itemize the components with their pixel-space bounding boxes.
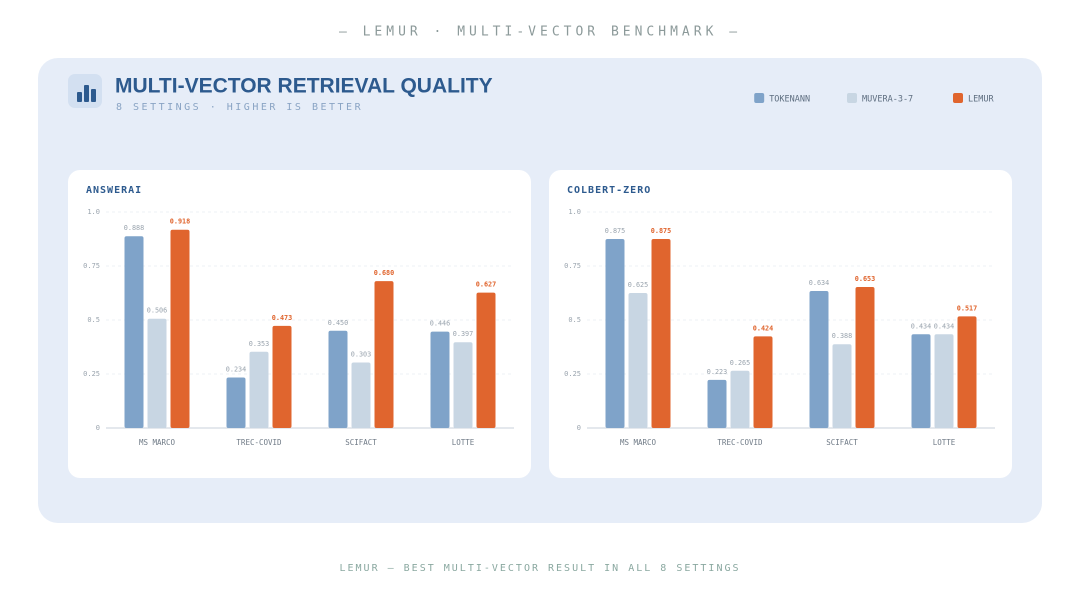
icon-bar — [84, 85, 89, 102]
bar — [605, 239, 625, 428]
bar — [809, 291, 829, 428]
legend-swatch — [847, 93, 857, 103]
value-label: 0.303 — [351, 351, 371, 359]
value-label: 0.875 — [651, 227, 671, 235]
bar — [628, 293, 648, 428]
bar — [124, 236, 144, 428]
bar — [753, 336, 773, 428]
value-label: 0.517 — [957, 304, 977, 312]
x-tick-label: TREC-COVID — [236, 438, 282, 447]
bar — [832, 344, 852, 428]
legend-label: MUVERA-3-7 — [862, 95, 913, 105]
x-tick-label: MS MARCO — [139, 438, 176, 447]
x-tick-label: SCIFACT — [826, 438, 858, 447]
value-label: 0.625 — [628, 281, 648, 289]
bar — [651, 239, 671, 428]
x-tick-label: LOTTE — [933, 438, 956, 447]
y-tick-label: 0.75 — [83, 262, 100, 270]
icon-bar — [77, 92, 82, 102]
icon-bar — [91, 89, 96, 102]
y-tick-label: 0.25 — [564, 370, 581, 378]
bar — [707, 379, 727, 428]
legend-swatch — [754, 93, 765, 103]
value-label: 0.653 — [855, 275, 875, 283]
y-tick-label: 0.5 — [568, 316, 581, 324]
chart-title: ANSWERAI — [86, 185, 142, 196]
bar — [272, 325, 292, 428]
y-tick-label: 1.0 — [87, 208, 100, 216]
legend-label: TOKENANN — [769, 95, 810, 105]
value-label: 0.434 — [934, 322, 954, 330]
panel-subtitle: 8 SETTINGS · HIGHER IS BETTER — [116, 102, 363, 113]
value-label: 0.473 — [272, 314, 292, 322]
x-tick-label: SCIFACT — [345, 438, 377, 447]
value-label: 0.627 — [476, 281, 496, 289]
value-label: 0.353 — [249, 340, 269, 348]
bar — [911, 334, 931, 428]
y-tick-label: 0.25 — [83, 370, 100, 378]
value-label: 0.446 — [430, 320, 450, 328]
bar — [730, 370, 750, 428]
x-tick-label: TREC-COVID — [717, 438, 763, 447]
bar — [170, 229, 190, 428]
value-label: 0.680 — [374, 269, 394, 277]
bar — [934, 334, 954, 428]
legend-label: LEMUR — [968, 95, 994, 105]
value-label: 0.234 — [226, 365, 246, 373]
panel-title: MULTI-VECTOR RETRIEVAL QUALITY — [115, 75, 493, 98]
value-label: 0.424 — [753, 324, 773, 332]
y-tick-label: 0 — [96, 424, 100, 432]
value-label: 0.450 — [328, 319, 348, 327]
value-label: 0.888 — [124, 224, 144, 232]
x-tick-label: MS MARCO — [620, 438, 657, 447]
footer: LEMUR — BEST MULTI-VECTOR RESULT IN ALL … — [339, 563, 740, 574]
bar — [226, 377, 246, 428]
bar — [351, 362, 371, 428]
y-tick-label: 0 — [577, 424, 581, 432]
bar — [855, 286, 875, 428]
chart-title: COLBERT-ZERO — [567, 185, 651, 196]
bar — [430, 331, 450, 428]
value-label: 0.265 — [730, 359, 750, 367]
bar — [453, 342, 473, 428]
value-label: 0.434 — [911, 322, 931, 330]
value-label: 0.397 — [453, 330, 473, 338]
legend-swatch — [953, 93, 963, 103]
bar — [374, 281, 394, 428]
value-label: 0.918 — [170, 218, 190, 226]
bar — [476, 292, 496, 428]
bar — [957, 316, 977, 428]
bar — [249, 351, 269, 428]
y-tick-label: 0.5 — [87, 316, 100, 324]
value-label: 0.388 — [832, 332, 852, 340]
bar — [147, 318, 167, 428]
value-label: 0.506 — [147, 307, 167, 315]
y-tick-label: 0.75 — [564, 262, 581, 270]
value-label: 0.634 — [809, 279, 829, 287]
bar — [328, 330, 348, 428]
value-label: 0.875 — [605, 227, 625, 235]
kicker: — LEMUR · MULTI-VECTOR BENCHMARK — — [339, 25, 741, 40]
x-tick-label: LOTTE — [452, 438, 475, 447]
y-tick-label: 1.0 — [568, 208, 581, 216]
value-label: 0.223 — [707, 368, 727, 376]
